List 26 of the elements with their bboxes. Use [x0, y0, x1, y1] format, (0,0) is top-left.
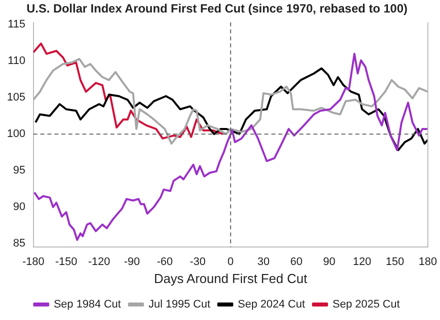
x-tick-label: 30 — [257, 256, 270, 268]
y-tick-label: 115 — [8, 18, 26, 31]
chart-title: U.S. Dollar Index Around First Fed Cut (since 1970, rebased to 100) — [26, 2, 408, 16]
x-tick-label: -90 — [124, 256, 140, 268]
x-axis-title: Days Around First Fed Cut — [154, 270, 308, 286]
y-tick-label: 85 — [13, 238, 26, 250]
legend-label: Sep 2025 Cut — [332, 298, 400, 311]
x-tick-label: 150 — [386, 256, 404, 268]
x-tick-label: -60 — [156, 256, 173, 268]
y-tick-label: 100 — [6, 128, 26, 140]
x-tick-label: 60 — [290, 256, 302, 268]
x-tick-label: 120 — [352, 256, 372, 268]
y-tick-label: 90 — [13, 201, 26, 214]
y-tick-label: 110 — [8, 55, 26, 68]
legend-label: Jul 1995 Cut — [148, 298, 210, 311]
y-tick-label: 105 — [6, 92, 26, 104]
x-tick-label: 90 — [323, 256, 336, 268]
x-tick-label: -30 — [190, 256, 206, 268]
x-tick-label: -180 — [22, 256, 44, 268]
x-tick-label: 0 — [228, 256, 234, 268]
legend-label: Sep 1984 Cut — [54, 298, 121, 311]
y-tick-label: 95 — [13, 164, 26, 177]
x-tick-label: -150 — [55, 256, 78, 268]
x-tick-label: -120 — [88, 256, 110, 268]
legend-label: Sep 2024 Cut — [238, 298, 306, 311]
x-tick-label: 180 — [418, 256, 438, 268]
